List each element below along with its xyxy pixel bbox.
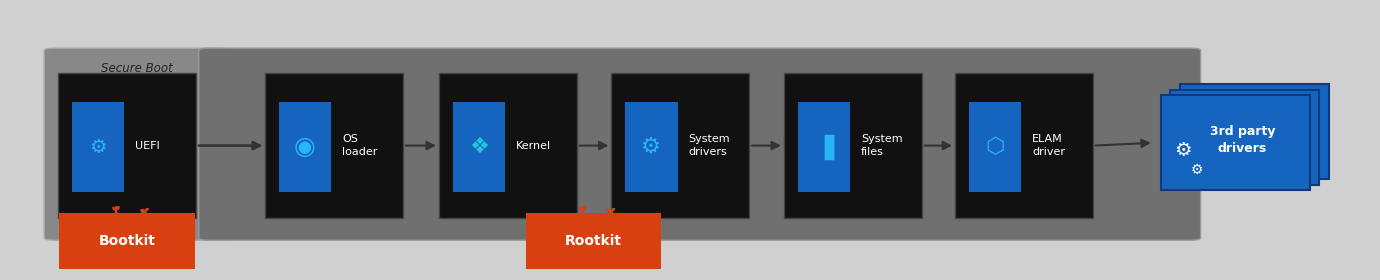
Text: ◉: ◉	[294, 135, 316, 159]
Text: 3rd party
drivers: 3rd party drivers	[1210, 125, 1275, 155]
Text: ⚙: ⚙	[1174, 141, 1192, 160]
FancyBboxPatch shape	[798, 102, 850, 192]
FancyBboxPatch shape	[58, 73, 196, 218]
Text: OS
loader: OS loader	[342, 134, 378, 157]
FancyBboxPatch shape	[955, 73, 1093, 218]
Text: ⚙: ⚙	[642, 137, 661, 157]
Text: UEFI: UEFI	[135, 141, 160, 151]
Text: ⚙: ⚙	[90, 137, 106, 157]
FancyBboxPatch shape	[784, 73, 922, 218]
FancyBboxPatch shape	[611, 73, 749, 218]
FancyBboxPatch shape	[1180, 84, 1329, 179]
FancyBboxPatch shape	[59, 213, 195, 269]
FancyBboxPatch shape	[625, 102, 678, 192]
Text: ELAM
driver: ELAM driver	[1032, 134, 1065, 157]
Text: Kernel: Kernel	[516, 141, 551, 151]
FancyBboxPatch shape	[1161, 95, 1310, 190]
FancyBboxPatch shape	[72, 102, 124, 192]
FancyBboxPatch shape	[969, 102, 1021, 192]
Text: ⬡: ⬡	[985, 137, 1005, 157]
FancyBboxPatch shape	[44, 48, 229, 240]
Text: Secure Boot: Secure Boot	[101, 62, 172, 74]
Text: System
drivers: System drivers	[689, 134, 730, 157]
FancyBboxPatch shape	[1170, 90, 1319, 185]
FancyBboxPatch shape	[279, 102, 331, 192]
Text: System
files: System files	[861, 134, 903, 157]
FancyBboxPatch shape	[439, 73, 577, 218]
FancyBboxPatch shape	[265, 73, 403, 218]
Text: Rootkit: Rootkit	[564, 234, 622, 248]
Text: ▐: ▐	[814, 134, 834, 160]
FancyBboxPatch shape	[526, 213, 661, 269]
FancyBboxPatch shape	[453, 102, 505, 192]
Text: Bootkit: Bootkit	[98, 234, 156, 248]
FancyBboxPatch shape	[199, 48, 1201, 240]
Text: ❖: ❖	[469, 137, 489, 157]
Text: ⚙: ⚙	[1191, 162, 1203, 176]
